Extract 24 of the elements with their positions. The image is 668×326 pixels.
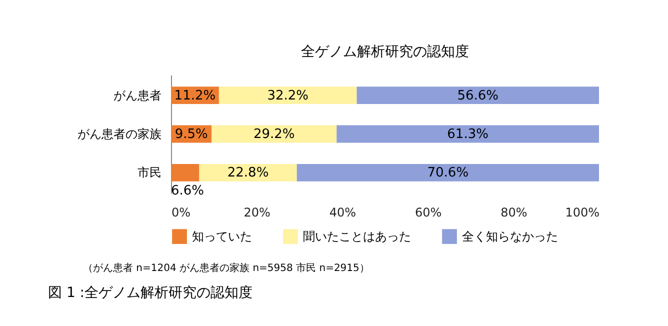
x-tick-label: 0% bbox=[172, 206, 191, 220]
data-label: 22.8% bbox=[227, 166, 269, 181]
data-label: 29.2% bbox=[253, 127, 295, 142]
legend-label: 聞いたことはあった bbox=[303, 230, 411, 244]
x-tick-label: 100% bbox=[565, 206, 600, 220]
y-tick-label: がん患者の家族 bbox=[78, 127, 162, 141]
y-tick-label: 市民 bbox=[138, 166, 162, 180]
data-label: 32.2% bbox=[267, 88, 308, 104]
x-tick-label: 60% bbox=[414, 206, 442, 220]
x-tick-label: 20% bbox=[244, 206, 270, 220]
data-label: 9.5% bbox=[174, 127, 208, 142]
x-tick-label: 40% bbox=[329, 206, 356, 220]
data-label: 11.2% bbox=[174, 88, 216, 104]
chart-title: 全ゲノム解析研究の認知度 bbox=[301, 44, 469, 60]
y-tick-label: がん患者 bbox=[114, 88, 162, 102]
x-tick-label: 80% bbox=[500, 206, 528, 220]
data-label: 61.3% bbox=[447, 127, 488, 142]
data-label: 70.6% bbox=[427, 166, 469, 181]
data-label: 56.6% bbox=[457, 88, 499, 104]
data-label: 6.6% bbox=[171, 184, 204, 199]
caption: 図 1 :全ゲノム解析研究の認知度 bbox=[48, 285, 253, 301]
text: （がん患者 n=1204 がん患者の家族 n=5958 市民 n=2915） bbox=[83, 262, 370, 274]
legend-label: 知っていた bbox=[192, 230, 252, 244]
legend-label: 全く知らなかった bbox=[462, 230, 558, 244]
